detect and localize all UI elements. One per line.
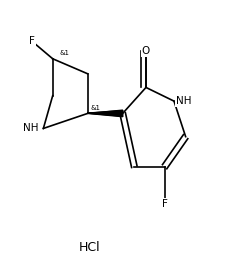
Text: F: F xyxy=(29,36,35,46)
Text: &1: &1 xyxy=(60,50,70,56)
Text: &1: &1 xyxy=(90,105,100,111)
Text: NH: NH xyxy=(23,123,39,133)
Polygon shape xyxy=(88,110,123,117)
Text: NH: NH xyxy=(176,96,192,106)
Text: F: F xyxy=(162,198,168,209)
Text: O: O xyxy=(142,46,150,55)
Text: HCl: HCl xyxy=(79,241,101,254)
